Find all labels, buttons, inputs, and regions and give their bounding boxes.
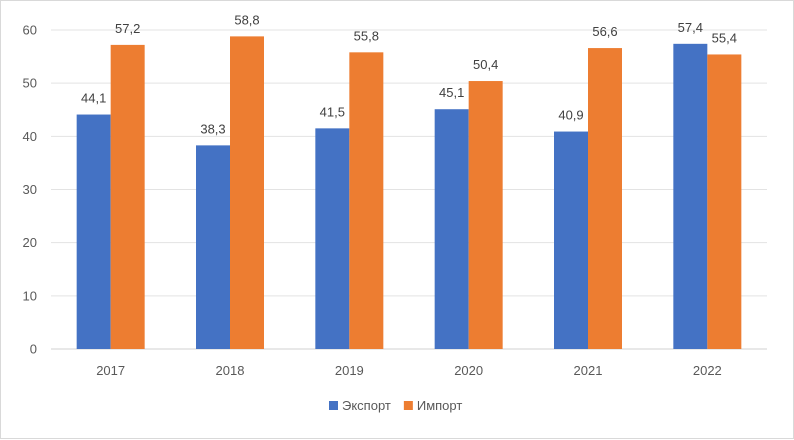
bar-export-2019 (315, 128, 350, 349)
bar-import-2022 (707, 54, 742, 349)
data-label: 55,8 (354, 28, 379, 43)
x-tick-label: 2020 (454, 363, 483, 378)
y-tick-label: 0 (30, 342, 37, 357)
bars (76, 36, 742, 350)
bar-export-2021 (554, 131, 588, 349)
bar-import-2018 (230, 36, 264, 349)
data-label: 41,5 (320, 104, 345, 119)
bar-export-2022 (673, 43, 708, 349)
data-labels: 44,1 57,2 38,3 58,8 41,5 55,8 45,1 50,4 40,9 56,6… (81, 12, 737, 136)
bar-export-2020 (434, 109, 469, 350)
data-label: 55,4 (712, 30, 737, 45)
legend-label: Экспорт (342, 398, 391, 413)
bar-export-2017 (76, 114, 111, 349)
legend-swatch-import (403, 401, 413, 410)
data-label: 50,4 (473, 57, 498, 72)
data-label: 57,4 (678, 20, 703, 35)
bar-import-2017 (110, 44, 145, 350)
y-axis: 0 10 20 30 40 50 60 (23, 23, 37, 357)
bar-import-2021 (588, 48, 622, 350)
data-label: 56,6 (592, 24, 617, 39)
legend-label: Импорт (417, 398, 462, 413)
y-tick-label: 20 (23, 235, 37, 250)
y-tick-label: 60 (23, 23, 37, 38)
data-label: 40,9 (558, 108, 583, 123)
x-tick-label: 2021 (574, 363, 603, 378)
y-tick-label: 30 (23, 182, 37, 197)
x-tick-label: 2017 (96, 363, 125, 378)
legend: Экспорт Импорт (329, 398, 462, 413)
gridlines (51, 29, 767, 350)
y-tick-label: 40 (23, 129, 37, 144)
data-label: 57,2 (115, 21, 140, 36)
data-label: 45,1 (439, 85, 464, 100)
x-tick-label: 2018 (216, 363, 245, 378)
y-tick-label: 10 (23, 288, 37, 303)
x-axis: 2017 2018 2019 2020 2021 2022 (96, 363, 722, 378)
data-label: 58,8 (234, 12, 259, 27)
legend-swatch-export (329, 401, 338, 410)
y-tick-label: 50 (23, 76, 37, 91)
data-label: 38,3 (200, 121, 225, 136)
data-label: 44,1 (81, 91, 106, 106)
bar-export-2018 (196, 145, 230, 349)
x-tick-label: 2022 (693, 363, 722, 378)
bar-import-2020 (468, 81, 503, 349)
x-tick-label: 2019 (335, 363, 364, 378)
bar-import-2019 (349, 52, 384, 349)
